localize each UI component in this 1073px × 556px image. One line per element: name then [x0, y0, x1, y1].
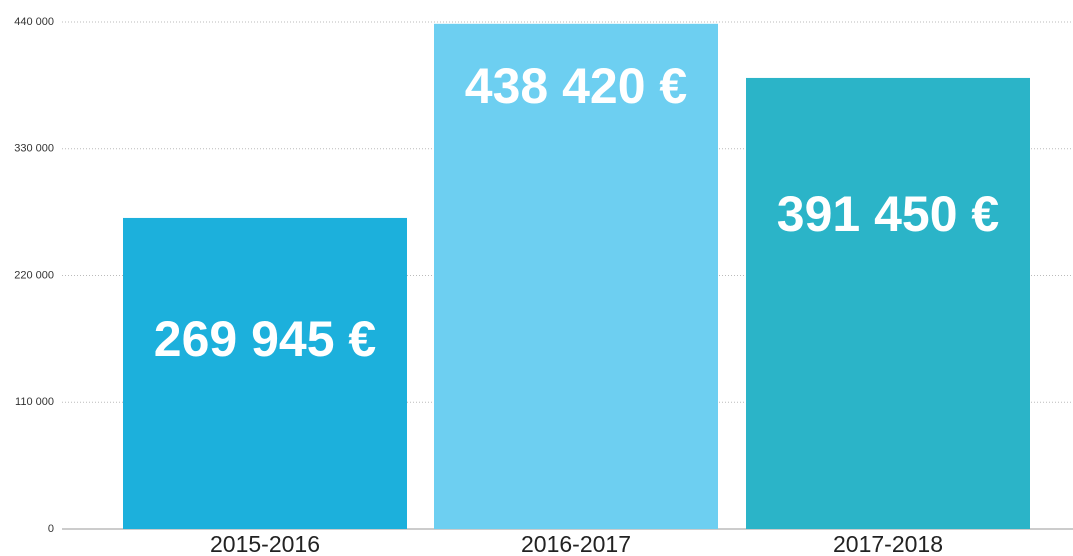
value-label: 269 945 €: [154, 311, 376, 367]
y-tick-label: 110 000: [15, 396, 54, 408]
y-tick-label: 330 000: [14, 143, 54, 155]
y-tick-label: 440 000: [14, 16, 54, 28]
x-tick-label: 2017-2018: [833, 531, 943, 556]
bar: [746, 77, 1030, 529]
x-tick-label: 2016-2017: [521, 531, 631, 556]
value-label: 438 420 €: [465, 58, 687, 114]
value-label: 391 450 €: [777, 186, 999, 242]
bar: [434, 23, 718, 530]
y-tick-label: 220 000: [14, 269, 54, 281]
y-tick-label: 0: [48, 523, 54, 535]
x-tick-label: 2015-2016: [210, 531, 320, 556]
bar: [123, 217, 407, 529]
